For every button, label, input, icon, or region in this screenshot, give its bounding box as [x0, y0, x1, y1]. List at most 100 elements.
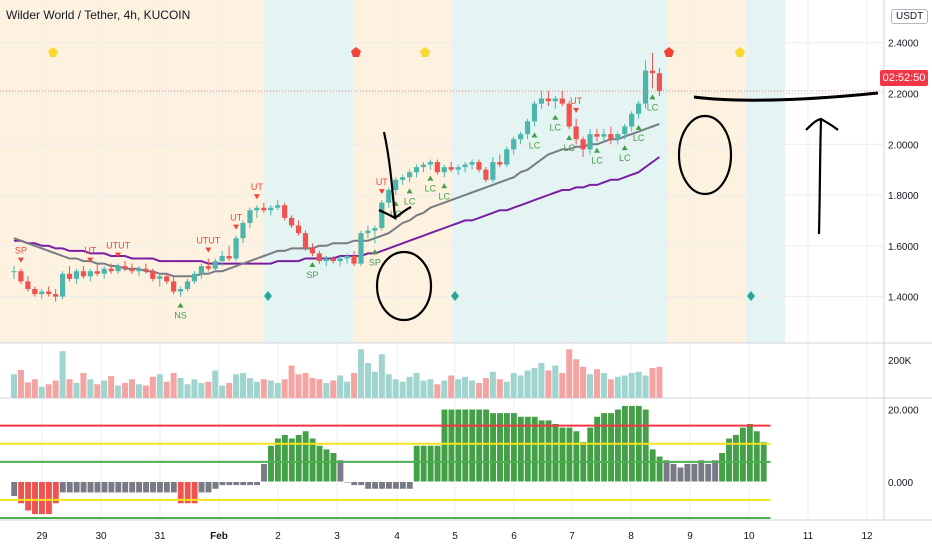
volume-bar: [434, 384, 441, 398]
candle-body: [198, 266, 204, 274]
ma20-line: [13, 122, 660, 278]
sell-signal-icon: [205, 247, 212, 253]
session-marker-icon: [664, 47, 674, 57]
candle-body: [191, 273, 198, 282]
volume-bar: [94, 384, 101, 398]
volume-bar: [344, 381, 351, 398]
sell-signal-icon: [573, 107, 580, 113]
y-tick-label: 2.0000: [888, 140, 919, 151]
candle-body: [212, 261, 218, 269]
volume-bar: [45, 384, 52, 398]
candle-body: [219, 255, 225, 262]
drawn-down-arrow: [378, 131, 412, 221]
oscillator-bar: [121, 481, 129, 493]
candle-body: [289, 217, 295, 226]
session-marker-icon: [735, 47, 745, 57]
drawn-circle: [375, 250, 433, 322]
y-tick-label: 1.6000: [888, 242, 919, 253]
currency-button[interactable]: USDT: [891, 9, 929, 24]
oscillator-bar: [128, 481, 136, 493]
oscillator-bar: [371, 481, 379, 490]
candle-body: [254, 207, 260, 211]
oscillator-bar: [441, 409, 448, 482]
candle-body: [157, 276, 163, 279]
oscillator-bar: [517, 416, 525, 482]
candle-body: [594, 134, 600, 137]
volume-bar: [482, 378, 489, 398]
candle-body: [587, 134, 593, 150]
oscillator-tick-label: 20.000: [888, 405, 919, 416]
oscillator-bar: [267, 445, 275, 482]
oscillator-bar: [670, 463, 677, 482]
oscillator-bar: [739, 427, 747, 482]
signal-label: UTUT: [106, 241, 130, 251]
candle-body: [73, 271, 80, 279]
buy-signal-icon: [635, 124, 642, 130]
y-tick-label: 2.2000: [888, 89, 919, 100]
oscillator-bar: [205, 481, 212, 493]
oscillator-bar: [711, 459, 719, 482]
volume-bar: [503, 381, 510, 398]
volume-bar: [656, 366, 663, 398]
x-tick-label: 4: [394, 531, 400, 542]
oscillator-bar: [323, 448, 330, 482]
oscillator-bar: [663, 459, 671, 482]
volume-bar: [108, 376, 115, 398]
session-marker-icon: [747, 291, 755, 301]
oscillator-bar: [302, 430, 310, 482]
oscillator-bar: [232, 481, 240, 486]
candle-body: [379, 202, 385, 229]
volume-bar: [448, 375, 455, 398]
candle-body: [504, 149, 510, 165]
oscillator-bar: [565, 427, 573, 482]
candle-body: [136, 268, 142, 272]
volume-bar: [163, 381, 170, 398]
volume-bar: [101, 380, 108, 398]
chart-title: Wilder World / Tether, 4h, KUCOIN: [6, 8, 191, 22]
sell-signal-icon: [233, 224, 240, 230]
oscillator-bar: [142, 481, 150, 493]
oscillator-bar: [725, 438, 733, 482]
volume-bar: [156, 374, 163, 398]
volume-bar: [11, 374, 17, 398]
volume-bar: [399, 381, 406, 398]
oscillator-bar: [191, 481, 199, 504]
oscillator-bar: [378, 481, 386, 490]
volume-bar: [378, 354, 385, 398]
x-tick-label: 30: [95, 531, 107, 542]
oscillator-bar: [80, 481, 88, 493]
volume-bar: [149, 376, 156, 398]
session-shade-1: [264, 0, 353, 343]
volume-bar: [455, 379, 462, 398]
candle-body: [434, 162, 440, 173]
oscillator-bar: [239, 481, 247, 486]
candle-body: [164, 276, 170, 282]
volume-bar: [246, 378, 253, 398]
volume-bar: [205, 381, 212, 398]
drawn-up-arrow: [805, 117, 839, 235]
candle-body: [441, 167, 447, 173]
signal-label: SP: [369, 257, 381, 267]
candle-body: [531, 103, 538, 122]
volume-bar: [351, 373, 358, 398]
volume-bar: [538, 363, 545, 398]
volume-bar: [587, 374, 594, 398]
volume-bar: [115, 385, 122, 398]
oscillator-bar: [510, 412, 518, 482]
oscillator-bar: [52, 481, 60, 504]
candle-body: [365, 230, 371, 234]
signal-label: SP: [306, 270, 318, 280]
x-tick-label: 29: [36, 531, 48, 542]
volume-bar: [392, 379, 399, 398]
volume-bar: [441, 380, 448, 398]
volume-bar: [52, 380, 59, 398]
candle-body: [552, 98, 558, 102]
volume-bar: [198, 383, 205, 398]
buy-signal-icon: [441, 183, 448, 189]
session-marker-icon: [48, 47, 58, 57]
x-tick-label: 11: [803, 531, 814, 542]
candle-body: [538, 98, 545, 104]
oscillator-bar: [45, 481, 53, 515]
session-marker-icon: [264, 291, 272, 301]
volume-bar: [38, 386, 45, 398]
